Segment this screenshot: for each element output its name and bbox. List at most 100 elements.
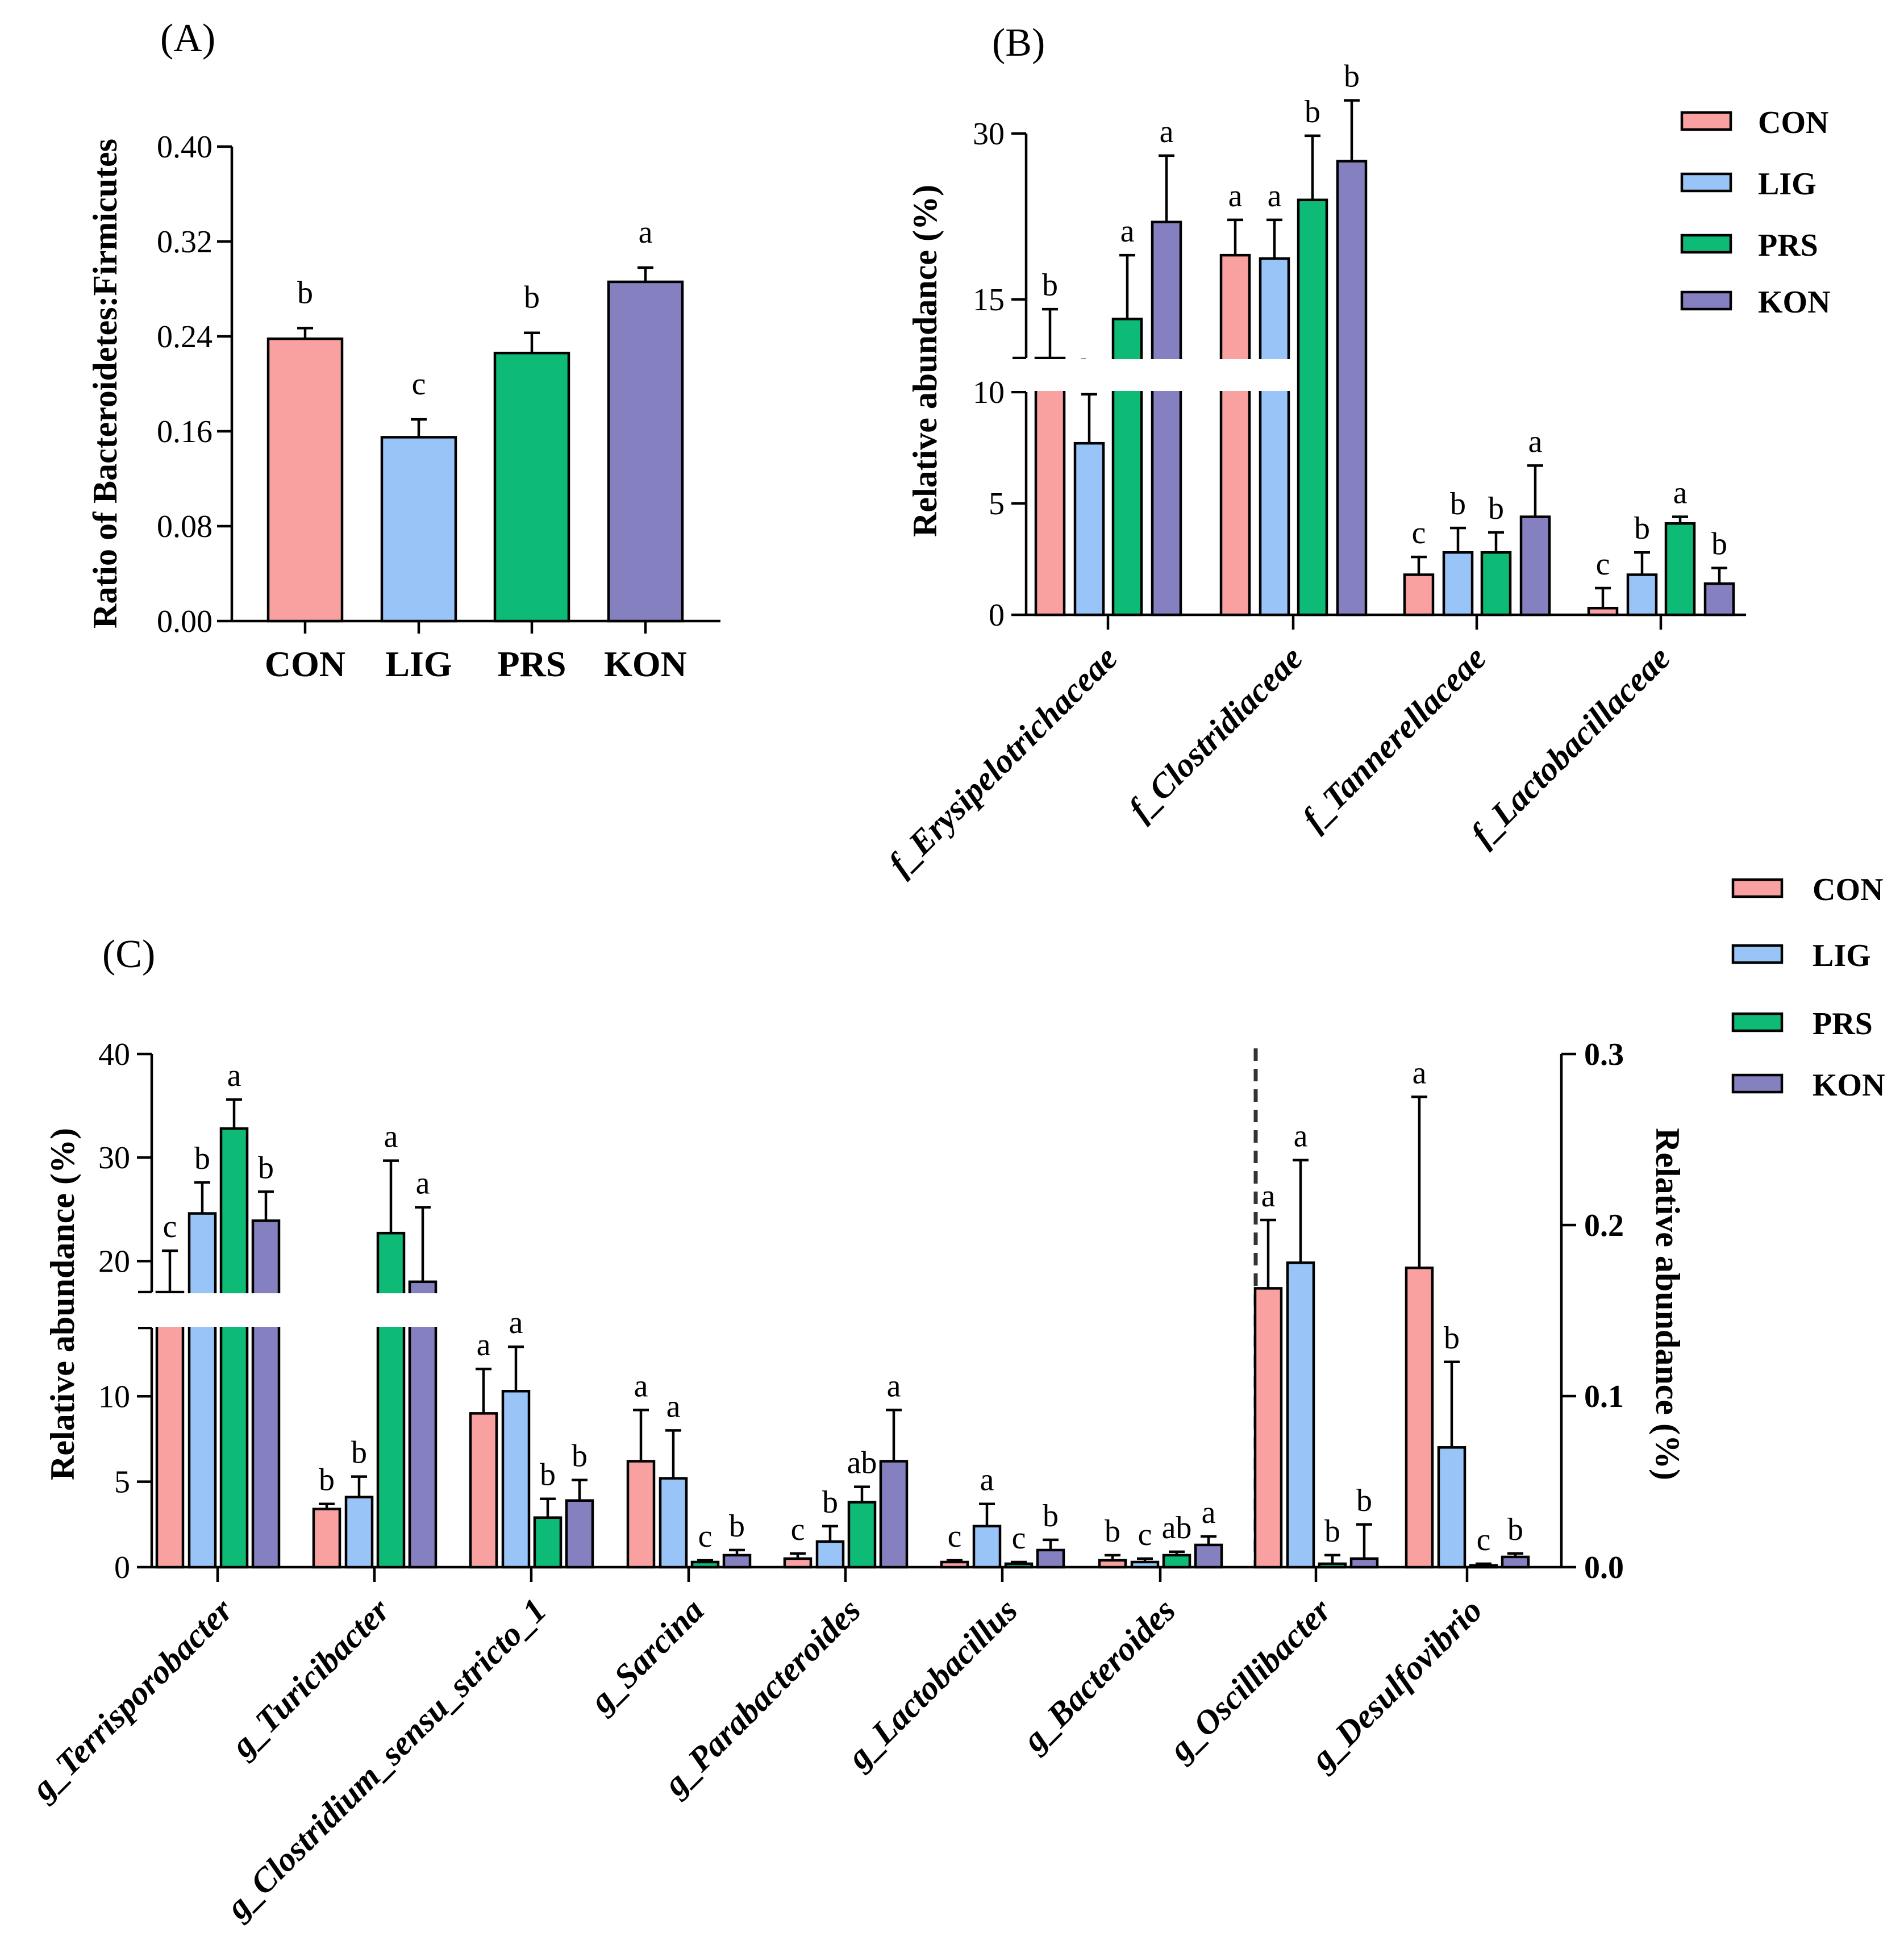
panel-c-g-sarcina-kon-bar <box>722 1554 752 1569</box>
panel-c-g-bacteroides-con-sig-letter: b <box>1105 1514 1120 1549</box>
panel-b-f-lactobacillaceae-prs-bar <box>1664 522 1696 617</box>
panel-c-chart: Relative abundance (%) Relative abundanc… <box>23 1037 1686 1927</box>
panel-b-axis-break-gap <box>1216 359 1295 391</box>
panel-c-g-oscillibacter-kon-bar <box>1349 1557 1379 1569</box>
panel-a-bar-kon <box>607 280 684 623</box>
panel-c-g-sarcina-con-sig-letter: a <box>634 1368 648 1404</box>
panel-c-g-bacteroides-prs-sig-letter: ab <box>1162 1510 1192 1546</box>
panel-c-g-desulfovibrio-con-bar <box>1405 1267 1434 1569</box>
panel-c-g-parabacteroides-kon-bar <box>879 1460 909 1569</box>
legend-c-label-prs: PRS <box>1813 1006 1873 1042</box>
panel-c-g-sarcina-prs-sig-letter: c <box>698 1519 713 1554</box>
panel-c-g-desulfovibrio-kon-sig-letter: b <box>1507 1512 1523 1547</box>
panel-c-ytick-label: 10 <box>98 1379 130 1414</box>
panel-b-f-clostridiaceae-prs-sig-letter: b <box>1305 94 1320 130</box>
panel-b-ytick-label: 15 <box>973 282 1005 318</box>
panel-c-axis-break-gap <box>318 1293 460 1327</box>
panel-c-xtick-label-g-lactobacillus: g_Lactobacillus <box>839 1592 1024 1777</box>
panel-b-f-tannerellaceae-kon-bar <box>1519 515 1551 617</box>
panel-b-xtick-label-f-erysipelotrichaceae: f_Erysipelotrichaceae <box>881 639 1124 882</box>
panel-c-right-ytick-label: 0.2 <box>1584 1208 1624 1243</box>
panel-c-right-ytick-label: 0.3 <box>1584 1037 1624 1072</box>
panel-b-ylabel: Relative abundance (%) <box>906 185 944 537</box>
panel-c-g-parabacteroides-kon-sig-letter: a <box>887 1368 901 1404</box>
panel-b-chart: Relative abundance (%) 05101530bbaaf_Ery… <box>881 59 1746 882</box>
panel-c-g-turicibacter-lig-bar <box>344 1496 374 1569</box>
panel-a-xtick-label-kon: KON <box>604 644 687 684</box>
panel-b-f-lactobacillaceae-lig-sig-letter: b <box>1634 511 1650 546</box>
panel-c-g-desulfovibrio-con-sig-letter: a <box>1413 1055 1427 1090</box>
panel-c-ytick-label: 30 <box>98 1140 130 1176</box>
panel-c-g-lactobacillus-kon-sig-letter: b <box>1043 1498 1059 1534</box>
panel-b-f-tannerellaceae-con-bar <box>1403 573 1435 617</box>
panel-c-xtick-label-g-turicibacter: g_Turicibacter <box>223 1591 397 1765</box>
panel-c-g-parabacteroides-lig-bar <box>815 1540 845 1569</box>
panel-c-g-parabacteroides-prs-bar <box>847 1501 877 1569</box>
legend-b-label-con: CON <box>1758 105 1828 140</box>
panel-a-bar-con <box>266 337 344 623</box>
panel-a-xtick-label-lig: LIG <box>385 644 452 684</box>
legend-b-swatch-lig <box>1680 172 1732 193</box>
panel-letter-a: (A) <box>160 16 215 60</box>
panel-b-f-tannerellaceae-prs-bar <box>1480 551 1512 617</box>
panel-c-right-ytick-label: 0.0 <box>1584 1550 1624 1585</box>
panel-b-f-lactobacillaceae-kon-bar <box>1703 582 1735 617</box>
panel-c-g-parabacteroides-lig-sig-letter: b <box>822 1485 838 1520</box>
panel-c-g-clostridium-sensu-stricto-1-kon-bar <box>565 1499 594 1569</box>
panel-c-g-sarcina-lig-sig-letter: a <box>666 1389 681 1424</box>
panel-c-g-lactobacillus-prs-sig-letter: c <box>1012 1521 1026 1556</box>
legend-c-swatch-prs <box>1731 1012 1784 1032</box>
panel-c-g-sarcina-prs-bar <box>690 1560 720 1569</box>
panel-c-g-parabacteroides-prs-sig-letter: ab <box>847 1446 877 1481</box>
panel-b-ytick-label: 30 <box>973 116 1005 152</box>
panel-c-g-lactobacillus-lig-sig-letter: a <box>980 1463 994 1498</box>
legend-c-swatch-lig <box>1731 944 1784 964</box>
panel-c-g-lactobacillus-kon-bar <box>1036 1548 1065 1569</box>
panel-c-g-oscillibacter-con-sig-letter: a <box>1261 1178 1276 1214</box>
panel-b-f-clostridiaceae-kon-bar <box>1336 160 1368 617</box>
panel-b-f-clostridiaceae-lig-sig-letter: a <box>1268 178 1282 214</box>
legend-c-item-lig: LIG <box>1731 938 1871 973</box>
panel-c-g-desulfovibrio-kon-bar <box>1501 1555 1530 1569</box>
panel-b-f-tannerellaceae-lig-sig-letter: b <box>1450 486 1466 522</box>
panel-c-g-turicibacter-con-sig-letter: b <box>319 1463 335 1498</box>
panel-c-g-bacteroides-kon-sig-letter: a <box>1202 1495 1216 1530</box>
panel-c-g-turicibacter-prs-sig-letter: a <box>384 1119 398 1155</box>
legend-b-item-prs: PRS <box>1680 228 1818 263</box>
panel-c-g-desulfovibrio-prs-sig-letter: c <box>1477 1522 1491 1557</box>
panel-c-g-clostridium-sensu-stricto-1-kon-sig-letter: b <box>572 1439 588 1474</box>
panel-c-ylabel-right: Relative abundance (%) <box>1649 1128 1686 1480</box>
panel-a-ytick-label: 0.24 <box>157 319 213 355</box>
panel-c-g-lactobacillus-prs-bar <box>1004 1562 1034 1569</box>
panel-b-f-lactobacillaceae-prs-sig-letter: a <box>1673 476 1688 511</box>
panel-b-f-tannerellaceae-con-sig-letter: c <box>1412 515 1426 551</box>
panel-b-f-erysipelotrichaceae-lig-bar <box>1073 442 1105 617</box>
panel-c-ytick-label: 5 <box>114 1465 130 1500</box>
legend-b-item-kon: KON <box>1680 285 1831 320</box>
legend-c-item-kon: KON <box>1731 1068 1885 1103</box>
panel-b-f-clostridiaceae-lig-bar <box>1259 257 1290 617</box>
legend-c-label-lig: LIG <box>1813 938 1871 973</box>
panel-b-f-tannerellaceae-kon-sig-letter: a <box>1528 424 1543 459</box>
panel-c-g-terrisporobacter-con-bar <box>155 1290 185 1569</box>
panel-b-f-clostridiaceae-kon-sig-letter: b <box>1344 59 1360 94</box>
panel-c-g-terrisporobacter-lig-bar <box>188 1212 217 1569</box>
panel-b-ytick-label: 5 <box>989 486 1005 522</box>
panel-c-g-bacteroides-prs-bar <box>1162 1554 1191 1569</box>
legend-b-swatch-con <box>1680 111 1732 131</box>
panel-c-g-turicibacter-prs-bar <box>376 1231 406 1569</box>
panel-b-f-lactobacillaceae-kon-sig-letter: b <box>1711 527 1727 562</box>
panel-b-f-lactobacillaceae-lig-bar <box>1626 573 1658 617</box>
panel-c-g-bacteroides-lig-sig-letter: c <box>1138 1517 1152 1552</box>
panel-a-chart: Ratio of Bacteroidetes:Firmicutes 0.00 0.… <box>86 130 720 684</box>
panel-c-g-clostridium-sensu-stricto-1-prs-bar <box>533 1516 563 1569</box>
legend-c-item-prs: PRS <box>1731 1006 1873 1042</box>
panel-c-g-turicibacter-con-bar <box>312 1507 341 1569</box>
panel-c-xtick-label-g-sarcina: g_Sarcina <box>582 1592 711 1721</box>
panel-a-bar-prs <box>493 351 570 623</box>
panel-c-g-terrisporobacter-kon-bar <box>251 1219 281 1569</box>
panel-c-g-turicibacter-lig-sig-letter: b <box>351 1435 367 1471</box>
panel-a-ylabel: Ratio of Bacteroidetes:Firmicutes <box>86 139 124 628</box>
panel-c-g-desulfovibrio-prs-bar <box>1469 1564 1498 1569</box>
